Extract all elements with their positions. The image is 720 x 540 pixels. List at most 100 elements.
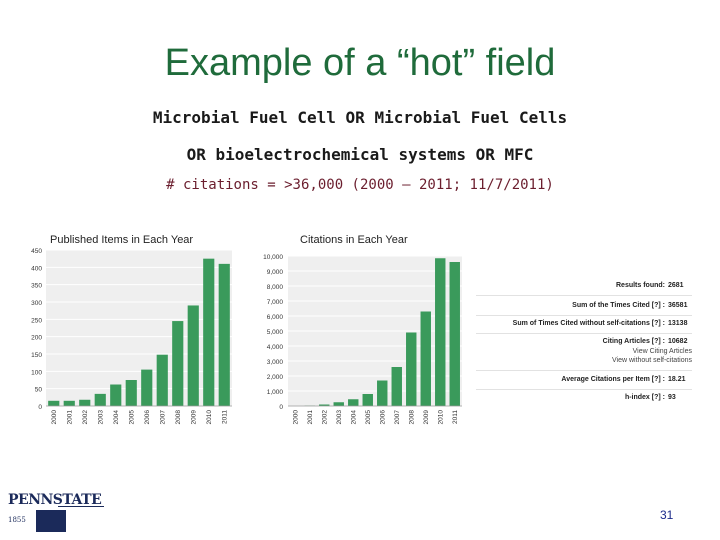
x-tick-label: 2010 [206, 410, 213, 425]
bar [125, 380, 137, 406]
citations-note: # citations = >36,000 (2000 – 2011; 11/7… [166, 177, 554, 193]
x-tick-label: 2002 [321, 410, 328, 425]
times-cited-label: Sum of the Times Cited [?] : [572, 302, 665, 309]
y-tick-label: 300 [31, 300, 42, 307]
y-tick-label: 10,000 [263, 254, 283, 261]
y-tick-label: 150 [31, 352, 42, 359]
y-tick-label: 1,000 [267, 389, 284, 396]
bar [348, 399, 359, 406]
divider [476, 333, 692, 334]
bar [420, 311, 431, 406]
bar [406, 332, 417, 406]
bar [79, 399, 91, 406]
x-tick-label: 2007 [159, 410, 166, 425]
y-tick-label: 100 [31, 369, 42, 376]
y-tick-label: 0 [38, 404, 42, 411]
bar [187, 305, 199, 406]
bar [48, 400, 60, 406]
results-found-row: Results found: 2681 [616, 282, 692, 289]
h-index-label: h-index [?] : [624, 394, 665, 401]
x-tick-label: 2011 [221, 410, 228, 424]
x-tick-label: 2002 [82, 410, 89, 425]
x-tick-label: 2008 [408, 410, 415, 425]
divider [476, 389, 692, 390]
citing-articles-label: Citing Articles [?] : [602, 338, 665, 345]
average-citations-value: 18.21 [668, 376, 686, 383]
view-without-self-link[interactable]: View without self-citations [611, 357, 692, 364]
divider [476, 315, 692, 316]
page-number: 31 [660, 508, 674, 522]
slide-title: Example of a “hot” field [164, 42, 556, 84]
x-tick-label: 2003 [336, 410, 343, 425]
times-cited-row: Sum of the Times Cited [?] :36581 [572, 302, 692, 309]
bar [362, 394, 373, 406]
divider [476, 370, 692, 371]
results-found-label: Results found: [616, 282, 665, 289]
bar [391, 367, 402, 406]
y-tick-label: 4,000 [267, 344, 284, 351]
bar [377, 380, 388, 406]
bar [218, 263, 230, 406]
x-tick-label: 2004 [113, 410, 120, 425]
y-tick-label: 50 [35, 387, 43, 394]
view-citing-link[interactable]: View Citing Articles [632, 348, 692, 355]
query-line-2: OR bioelectrochemical systems OR MFC [186, 145, 534, 164]
x-tick-label: 2000 [51, 410, 58, 425]
y-tick-label: 2,000 [267, 374, 284, 381]
x-tick-label: 2009 [190, 410, 197, 425]
x-tick-label: 2006 [144, 410, 151, 425]
x-tick-label: 2003 [97, 410, 104, 425]
x-tick-label: 2008 [175, 410, 182, 425]
y-tick-label: 8,000 [267, 284, 284, 291]
h-index-row: h-index [?] :93 [625, 394, 692, 401]
plot-area [46, 250, 232, 406]
query-line-1: Microbial Fuel Cell OR Microbial Fuel Ce… [152, 108, 568, 127]
times-cited-value: 36581 [668, 302, 688, 309]
bar [63, 400, 75, 406]
x-tick-label: 2011 [452, 410, 459, 424]
chart-title-citations: Citations in Each Year [300, 234, 408, 246]
x-tick-label: 2004 [350, 410, 357, 425]
x-tick-label: 2005 [365, 410, 372, 425]
chart-title-published: Published Items in Each Year [50, 234, 194, 246]
citing-articles-value: 10682 [668, 338, 688, 345]
y-tick-label: 350 [31, 283, 42, 290]
bar [94, 393, 106, 406]
pennstate-logo: PENNSTATE 1855 [6, 492, 106, 534]
citing-articles-row: Citing Articles [?] :10682 [603, 338, 692, 345]
y-tick-label: 450 [31, 248, 42, 255]
y-tick-label: 6,000 [267, 314, 284, 321]
results-found-value: 2681 [668, 282, 684, 289]
bar [319, 404, 330, 406]
shield-icon [36, 510, 66, 532]
x-tick-label: 2006 [379, 410, 386, 425]
y-tick-label: 3,000 [267, 359, 284, 366]
without-self-value: 13138 [668, 320, 688, 327]
without-self-row: Sum of Times Cited without self-citation… [513, 320, 692, 327]
bar-chart-citations: 0 1,000 2,000 3,000 4,000 5,000 6,000 7,000 8,00… [263, 254, 462, 424]
logo-year: 1855 [8, 516, 26, 524]
y-tick-label: 400 [31, 265, 42, 272]
without-self-label: Sum of Times Cited without self-citation… [512, 320, 665, 327]
y-tick-label: 7,000 [267, 299, 284, 306]
y-tick-label: 250 [31, 317, 42, 324]
x-tick-label: 2009 [423, 410, 430, 425]
logo-rule [58, 506, 104, 507]
bar [333, 402, 344, 406]
average-citations-label: Average Citations per Item [?] : [561, 376, 665, 383]
y-tick-label: 0 [279, 404, 283, 411]
y-tick-label: 9,000 [267, 269, 284, 276]
bar [172, 321, 184, 406]
average-citations-row: Average Citations per Item [?] :18.21 [561, 376, 692, 383]
y-tick-label: 5,000 [267, 329, 284, 336]
x-tick-label: 2005 [128, 410, 135, 425]
bar [141, 369, 153, 406]
x-tick-label: 2007 [394, 410, 401, 425]
x-tick-label: 2000 [292, 410, 299, 425]
bar [110, 384, 122, 406]
y-tick-label: 200 [31, 335, 42, 342]
divider [476, 295, 692, 296]
x-tick-label: 2001 [66, 410, 73, 425]
bar [435, 258, 446, 406]
